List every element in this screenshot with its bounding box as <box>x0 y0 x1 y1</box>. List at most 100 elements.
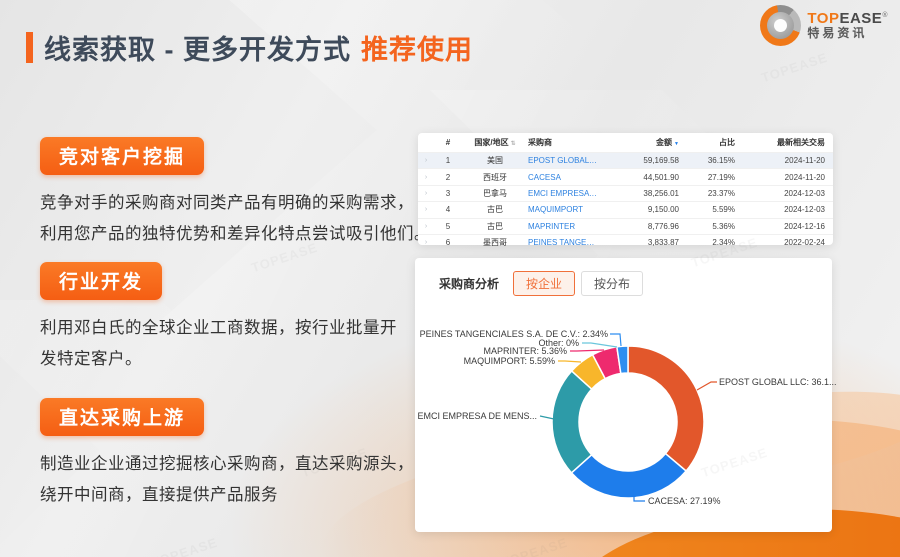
section-industry-development: 行业开发 利用邓白氏的全球企业工商数据，按行业批量开 发特定客户。 <box>40 262 397 375</box>
buyers-table-card: # 国家/地区 ⇅ 采购商 金额 ▼ 占比 最新相关交易 › 1 美国 EPOST GLO… <box>418 133 833 247</box>
section-description: 利用邓白氏的全球企业工商数据，按行业批量开 发特定客户。 <box>40 319 397 368</box>
row-expand-icon[interactable]: › <box>424 189 428 197</box>
row-num: 6 <box>445 238 451 248</box>
buyer-link[interactable]: EPOST GLOBAL LLC <box>528 156 603 166</box>
row-share: 23.37% <box>707 188 735 198</box>
section-description: 竞争对手的采购商对同类产品有明确的采购需求， 利用您产品的独特优势和差异化特点尝… <box>40 194 431 243</box>
buyer-link[interactable]: PEINES TANGENCIALES S.A. DE C.V. <box>528 238 603 248</box>
col-share[interactable]: 占比 <box>719 138 735 147</box>
page-title-highlight: 推荐使用 <box>361 35 473 65</box>
analysis-title: 采购商分析 <box>439 277 500 291</box>
row-expand-icon[interactable]: › <box>424 239 428 247</box>
row-country: 墨西哥 <box>483 238 507 248</box>
row-num: 5 <box>445 221 451 231</box>
row-num: 3 <box>445 188 451 198</box>
table-row[interactable]: › 5 古巴 MAPRINTER 8,776.96 5.36% 2024-12-16 <box>418 217 833 234</box>
col-country[interactable]: 国家/地区 ⇅ <box>474 138 516 147</box>
col-date[interactable]: 最新相关交易 <box>777 138 825 147</box>
chart-label: MAQUIMPORT: 5.59% <box>463 356 555 366</box>
row-share: 36.15% <box>707 156 735 166</box>
col-num[interactable]: # <box>445 138 451 147</box>
sort-desc-icon[interactable]: ▼ <box>674 141 679 147</box>
logo-circle-core <box>774 19 788 32</box>
buyer-link[interactable]: CACESA <box>528 172 561 182</box>
buyer-link[interactable]: MAQUIMPORT <box>528 205 583 215</box>
page-title-text: 线索获取 - 更多开发方式 <box>44 35 351 65</box>
row-expand-icon[interactable]: › <box>424 157 428 165</box>
donut-slice-emci-empresa-de-mensajeria-y-cambio-i[interactable] <box>551 369 593 474</box>
title-accent-bar <box>26 32 33 63</box>
label-line <box>558 360 582 363</box>
section-badge-button[interactable]: 竞对客户挖掘 <box>40 137 205 175</box>
row-country: 古巴 <box>487 205 503 215</box>
section-badge-button[interactable]: 直达采购上游 <box>40 398 205 436</box>
section-badge-button[interactable]: 行业开发 <box>40 262 163 300</box>
row-amount: 9,150.00 <box>647 205 679 215</box>
row-date: 2024-11-20 <box>784 172 825 182</box>
logo-circle-mid <box>767 12 795 39</box>
table-body: › 1 美国 EPOST GLOBAL LLC 59,169.58 36.15% 2024-… <box>418 152 833 250</box>
tab-by-company[interactable]: 按企业 <box>513 271 576 296</box>
row-country: 古巴 <box>487 221 503 231</box>
table-header-row: # 国家/地区 ⇅ 采购商 金额 ▼ 占比 最新相关交易 <box>418 133 833 152</box>
row-num: 1 <box>445 156 451 166</box>
analysis-header: 采购商分析 按企业 按分布 <box>439 271 644 296</box>
table-row[interactable]: › 6 墨西哥 PEINES TANGENCIALES S.A. DE C.V. 3,8… <box>418 233 833 250</box>
brand-logo: TOPEASE® 特易资讯 <box>760 5 888 46</box>
registered-mark: ® <box>882 12 888 20</box>
row-num: 2 <box>445 172 451 182</box>
row-amount: 38,256.01 <box>643 188 679 198</box>
table-row[interactable]: › 2 西班牙 CACESA 44,501.90 27.19% 2024-11-20 <box>418 168 833 184</box>
brand-watermark: TOPEASE <box>759 49 830 86</box>
row-date: 2024-12-03 <box>784 188 825 198</box>
row-expand-icon[interactable]: › <box>424 173 428 181</box>
section-description: 制造业企业通过挖掘核心采购商，直达采购源头， 绕开中间商，直接提供产品服务 <box>40 455 414 504</box>
table-row[interactable]: › 1 美国 EPOST GLOBAL LLC 59,169.58 36.15% 2024-… <box>418 152 833 169</box>
page-header: 线索获取 - 更多开发方式 推荐使用 <box>26 28 473 67</box>
tab-by-distribution[interactable]: 按分布 <box>581 271 644 296</box>
row-date: 2024-11-20 <box>784 156 825 166</box>
row-expand-icon[interactable]: › <box>424 222 428 230</box>
label-line <box>582 342 618 348</box>
buyer-link[interactable]: EMCI EMPRESA DE MENSAJERIA Y CAMBIO I... <box>528 188 603 198</box>
row-amount: 3,833.87 <box>647 238 679 248</box>
chart-label: CACESA: 27.19% <box>648 496 721 506</box>
logo-text: TOPEASE® 特易资讯 <box>807 11 888 39</box>
section-direct-upstream: 直达采购上游 制造业企业通过挖掘核心采购商，直达采购源头， 绕开中间商，直接提供… <box>40 398 414 511</box>
logo-brand-en: TOPEASE® <box>807 10 888 28</box>
label-line <box>570 349 605 352</box>
table-row[interactable]: › 4 古巴 MAQUIMPORT 9,150.00 5.59% 2024-12-03 <box>418 201 833 217</box>
row-expand-icon[interactable]: › <box>424 206 428 214</box>
row-share: 5.59% <box>712 205 735 215</box>
label-line <box>696 381 717 391</box>
row-amount: 44,501.90 <box>643 172 679 182</box>
row-share: 2.34% <box>712 238 735 248</box>
col-buyer[interactable]: 采购商 <box>528 138 552 147</box>
sort-icon[interactable]: ⇅ <box>510 141 516 147</box>
donut-slice-cacesa[interactable] <box>570 452 688 499</box>
row-country: 巴拿马 <box>483 188 507 198</box>
row-share: 5.36% <box>712 221 735 231</box>
logo-circle-icon <box>760 5 802 46</box>
buyer-link[interactable]: MAPRINTER <box>528 221 576 231</box>
col-amount[interactable]: 金额 ▼ <box>656 138 679 147</box>
row-amount: 59,169.58 <box>643 156 679 166</box>
logo-brand-cn: 特易资讯 <box>807 26 868 41</box>
section-competitor-mining: 竞对客户挖掘 竞争对手的采购商对同类产品有明确的采购需求， 利用您产品的独特优势… <box>40 137 431 250</box>
page-title: 线索获取 - 更多开发方式 推荐使用 <box>44 28 473 67</box>
chart-label: EPOST GLOBAL LLC: 36.1... <box>719 377 837 387</box>
row-country: 西班牙 <box>483 172 507 182</box>
brand-watermark: TOPEASE <box>149 534 220 557</box>
buyers-table: # 国家/地区 ⇅ 采购商 金额 ▼ 占比 最新相关交易 › 1 美国 EPOST GLO… <box>418 133 833 250</box>
donut-slice-epost-global-llc[interactable] <box>627 345 705 473</box>
row-share: 27.19% <box>707 172 735 182</box>
table-row[interactable]: › 3 巴拿马 EMCI EMPRESA DE MENSAJERIA Y CAMBIO… <box>418 184 833 201</box>
chart-label: PEINES TANGENCIALES S.A. DE C.V.: 2.34% <box>419 329 608 339</box>
buyer-analysis-card: 采购商分析 按企业 按分布 EPOST GLOBAL LLC: 36.1... C… <box>415 258 837 532</box>
brand-watermark: TOPEASE <box>499 534 570 557</box>
row-date: 2022-02-24 <box>784 238 825 248</box>
row-date: 2024-12-16 <box>784 221 825 231</box>
label-line <box>610 333 622 347</box>
donut-chart <box>539 333 717 502</box>
